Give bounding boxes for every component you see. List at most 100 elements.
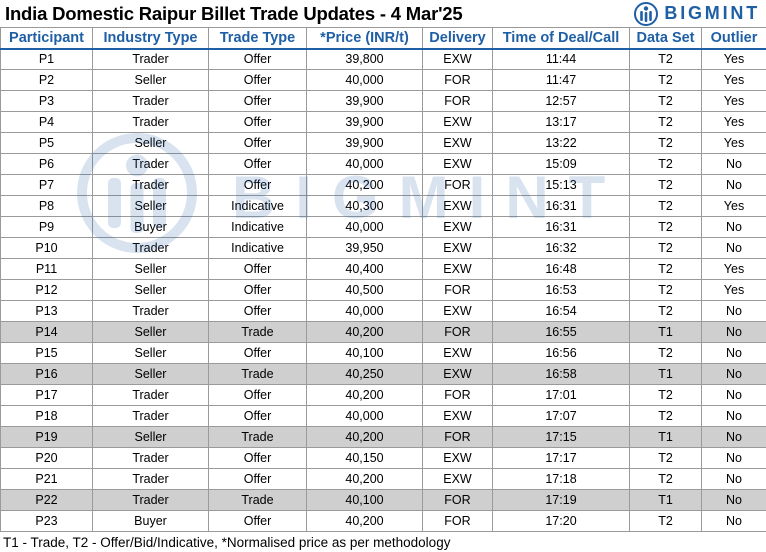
cell-participant: P6	[0, 153, 93, 175]
cell-participant: P2	[0, 69, 93, 91]
table-row: P23 Buyer Offer 40,200 FOR 17:20 T2 No	[0, 510, 766, 532]
cell-participant: P19	[0, 426, 93, 448]
cell-data-set: T2	[629, 90, 702, 112]
cell-delivery: FOR	[422, 510, 493, 532]
cell-delivery: FOR	[422, 69, 493, 91]
cell-participant: P21	[0, 468, 93, 490]
cell-time: 16:55	[492, 321, 630, 343]
cell-participant: P20	[0, 447, 93, 469]
cell-delivery: EXW	[422, 468, 493, 490]
table-row: P11 Seller Offer 40,400 EXW 16:48 T2 Yes	[0, 258, 766, 280]
cell-time: 16:32	[492, 237, 630, 259]
cell-participant: P11	[0, 258, 93, 280]
cell-delivery: EXW	[422, 195, 493, 217]
table-row: P9 Buyer Indicative 40,000 EXW 16:31 T2 No	[0, 216, 766, 238]
cell-outlier: No	[701, 321, 766, 343]
cell-delivery: FOR	[422, 321, 493, 343]
cell-industry-type: Seller	[92, 426, 209, 448]
cell-delivery: EXW	[422, 447, 493, 469]
table-row: P15 Seller Offer 40,100 EXW 16:56 T2 No	[0, 342, 766, 364]
cell-industry-type: Trader	[92, 174, 209, 196]
cell-delivery: EXW	[422, 237, 493, 259]
table-row: P10 Trader Indicative 39,950 EXW 16:32 T2 No	[0, 237, 766, 259]
cell-price: 40,000	[306, 69, 423, 91]
table-row: P21 Trader Offer 40,200 EXW 17:18 T2 No	[0, 468, 766, 490]
cell-delivery: FOR	[422, 174, 493, 196]
cell-data-set: T2	[629, 279, 702, 301]
brand-name: BIGMINT	[664, 3, 760, 23]
trade-table: Participant Industry Type Trade Type *Pr…	[0, 27, 766, 532]
cell-time: 16:31	[492, 195, 630, 217]
cell-data-set: T2	[629, 258, 702, 280]
cell-outlier: Yes	[701, 258, 766, 280]
cell-delivery: EXW	[422, 300, 493, 322]
column-header-delivery: Delivery	[422, 27, 493, 50]
cell-trade-type: Offer	[208, 342, 307, 364]
cell-price: 40,000	[306, 405, 423, 427]
report-title: India Domestic Raipur Billet Trade Updat…	[5, 3, 463, 24]
table-row: P19 Seller Trade 40,200 FOR 17:15 T1 No	[0, 426, 766, 448]
cell-participant: P18	[0, 405, 93, 427]
cell-outlier: Yes	[701, 90, 766, 112]
column-header-industry-type: Industry Type	[92, 27, 209, 50]
cell-participant: P14	[0, 321, 93, 343]
cell-outlier: No	[701, 363, 766, 385]
table-row: P1 Trader Offer 39,800 EXW 11:44 T2 Yes	[0, 48, 766, 70]
cell-outlier: No	[701, 300, 766, 322]
cell-price: 40,200	[306, 174, 423, 196]
cell-trade-type: Offer	[208, 384, 307, 406]
cell-participant: P16	[0, 363, 93, 385]
cell-outlier: Yes	[701, 195, 766, 217]
cell-industry-type: Buyer	[92, 510, 209, 532]
cell-data-set: T1	[629, 321, 702, 343]
table-row: P14 Seller Trade 40,200 FOR 16:55 T1 No	[0, 321, 766, 343]
table-row: P3 Trader Offer 39,900 FOR 12:57 T2 Yes	[0, 90, 766, 112]
cell-industry-type: Seller	[92, 195, 209, 217]
cell-outlier: No	[701, 216, 766, 238]
cell-price: 40,400	[306, 258, 423, 280]
cell-price: 40,000	[306, 300, 423, 322]
cell-trade-type: Indicative	[208, 216, 307, 238]
cell-industry-type: Trader	[92, 90, 209, 112]
cell-trade-type: Offer	[208, 300, 307, 322]
cell-price: 39,900	[306, 90, 423, 112]
cell-industry-type: Seller	[92, 258, 209, 280]
cell-time: 15:13	[492, 174, 630, 196]
cell-trade-type: Offer	[208, 447, 307, 469]
cell-trade-type: Trade	[208, 321, 307, 343]
cell-outlier: No	[701, 384, 766, 406]
cell-data-set: T2	[629, 510, 702, 532]
cell-data-set: T2	[629, 384, 702, 406]
cell-participant: P7	[0, 174, 93, 196]
cell-time: 15:09	[492, 153, 630, 175]
cell-time: 17:07	[492, 405, 630, 427]
table-row: P8 Seller Indicative 40,300 EXW 16:31 T2 Yes	[0, 195, 766, 217]
cell-trade-type: Offer	[208, 510, 307, 532]
cell-outlier: No	[701, 468, 766, 490]
cell-delivery: EXW	[422, 363, 493, 385]
cell-outlier: No	[701, 342, 766, 364]
cell-trade-type: Indicative	[208, 195, 307, 217]
cell-time: 17:15	[492, 426, 630, 448]
column-header-price: *Price (INR/t)	[306, 27, 423, 50]
cell-price: 40,200	[306, 426, 423, 448]
cell-time: 17:20	[492, 510, 630, 532]
cell-time: 16:56	[492, 342, 630, 364]
cell-delivery: FOR	[422, 489, 493, 511]
cell-delivery: EXW	[422, 216, 493, 238]
cell-participant: P4	[0, 111, 93, 133]
cell-outlier: Yes	[701, 48, 766, 70]
cell-industry-type: Seller	[92, 363, 209, 385]
table-row: P7 Trader Offer 40,200 FOR 15:13 T2 No	[0, 174, 766, 196]
cell-time: 11:44	[492, 48, 630, 70]
cell-participant: P3	[0, 90, 93, 112]
cell-trade-type: Offer	[208, 468, 307, 490]
column-header-trade-type: Trade Type	[208, 27, 307, 50]
column-header-data-set: Data Set	[629, 27, 702, 50]
cell-trade-type: Offer	[208, 48, 307, 70]
cell-delivery: EXW	[422, 153, 493, 175]
cell-price: 40,000	[306, 153, 423, 175]
table-row: P4 Trader Offer 39,900 EXW 13:17 T2 Yes	[0, 111, 766, 133]
cell-delivery: FOR	[422, 90, 493, 112]
table-row: P13 Trader Offer 40,000 EXW 16:54 T2 No	[0, 300, 766, 322]
